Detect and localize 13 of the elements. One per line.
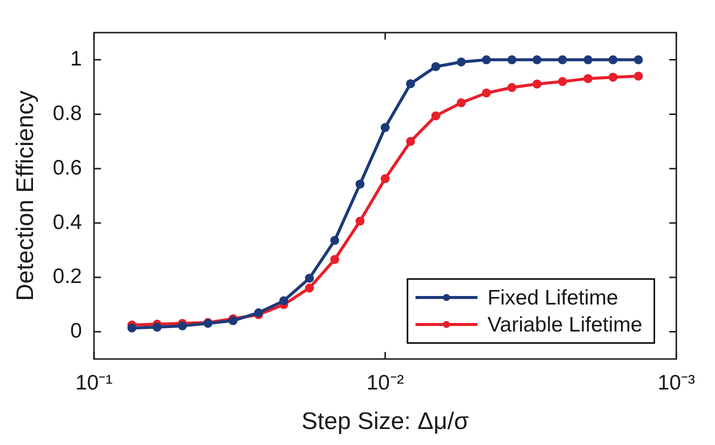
x-tick-label: 10⁻¹: [75, 371, 113, 394]
legend-label: Fixed Lifetime: [487, 286, 618, 310]
y-tick-label: 0.6: [52, 156, 82, 180]
y-tick-label: 0: [70, 320, 82, 343]
legend-label: Variable Lifetime: [487, 313, 642, 336]
x-tick-label: 10⁻²: [366, 371, 404, 394]
y-tick-label: 0.8: [52, 102, 82, 125]
y-tick-label: 0.4: [52, 210, 82, 234]
x-axis-title: Step Size: Δμ/σ: [301, 408, 470, 436]
x-tick-label: 10⁻³: [658, 371, 696, 394]
y-tick-label: 0.2: [52, 265, 82, 288]
y-tick-label: 1: [70, 48, 82, 71]
y-axis-title: Detection Efficiency: [12, 90, 40, 301]
